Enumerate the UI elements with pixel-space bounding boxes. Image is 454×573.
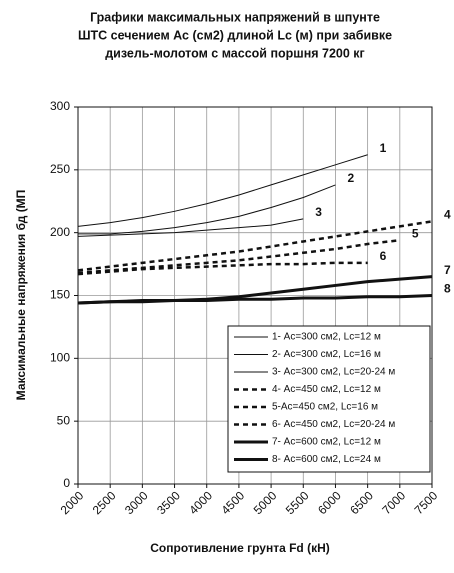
x-tick-label: 2500 — [90, 488, 119, 517]
chart-title: дизель-молотом с массой поршня 7200 кг — [105, 46, 365, 60]
series-line — [77, 218, 304, 237]
x-tick-label: 4000 — [186, 488, 215, 517]
legend-label: 3- Ас=300 см2, Lc=20-24 м — [272, 367, 395, 378]
y-tick-label: 0 — [63, 476, 70, 490]
legend-label: 6- Ас=450 см2, Lc=20-24 м — [272, 419, 395, 430]
y-tick-label: 100 — [50, 351, 70, 365]
legend-label: 4- Ас=450 см2, Lc=12 м — [272, 384, 381, 395]
line-label: 3 — [315, 205, 322, 219]
x-tick-label: 3500 — [154, 488, 183, 517]
y-tick-label: 300 — [50, 99, 70, 113]
series-line — [77, 154, 368, 227]
legend-label: 1- Ас=300 см2, Lc=12 м — [272, 332, 381, 343]
line-label: 2 — [347, 171, 354, 185]
y-tick-label: 50 — [57, 413, 71, 427]
legend-label: 2- Ас=300 см2, Lc=16 м — [272, 349, 381, 360]
series-line — [77, 220, 433, 272]
series-line — [77, 294, 433, 305]
line-label: 8 — [444, 282, 451, 296]
x-tick-label: 7000 — [379, 488, 408, 517]
line-label: 5 — [412, 226, 419, 240]
y-axis-title: Максимальные напряжения бд (МП — [14, 190, 28, 401]
x-tick-label: 7500 — [412, 488, 441, 517]
x-tick-label: 5500 — [283, 488, 312, 517]
line-label: 7 — [444, 263, 451, 277]
y-tick-label: 200 — [50, 225, 70, 239]
chart-title: ШТС сечением Ас (см2) длиной Lc (м) при … — [78, 28, 392, 42]
x-axis-title: Сопротивление грунта Fd (кН) — [150, 541, 329, 555]
y-tick-label: 150 — [50, 288, 70, 302]
line-label: 1 — [380, 141, 387, 155]
legend-label: 8- Ас=600 см2, Lc=24 м — [272, 454, 381, 465]
x-tick-label: 6500 — [347, 488, 376, 517]
x-tick-label: 6000 — [315, 488, 344, 517]
series-line — [77, 261, 368, 276]
series-line — [78, 184, 336, 235]
legend-label: 5-Ас=450 см2, Lc=16 м — [272, 402, 378, 413]
line-label: 4 — [444, 208, 451, 222]
x-tick-label: 5000 — [251, 488, 280, 517]
legend-label: 7- Ас=600 см2, Lc=12 м — [272, 437, 381, 448]
x-tick-label: 2000 — [58, 488, 87, 517]
chart-title: Графики максимальных напряжений в шпунте — [90, 10, 380, 24]
x-tick-label: 4500 — [218, 488, 247, 517]
legend-box — [227, 325, 431, 473]
line-label: 6 — [380, 249, 387, 263]
x-tick-label: 3000 — [122, 488, 151, 517]
y-tick-label: 250 — [50, 162, 70, 176]
